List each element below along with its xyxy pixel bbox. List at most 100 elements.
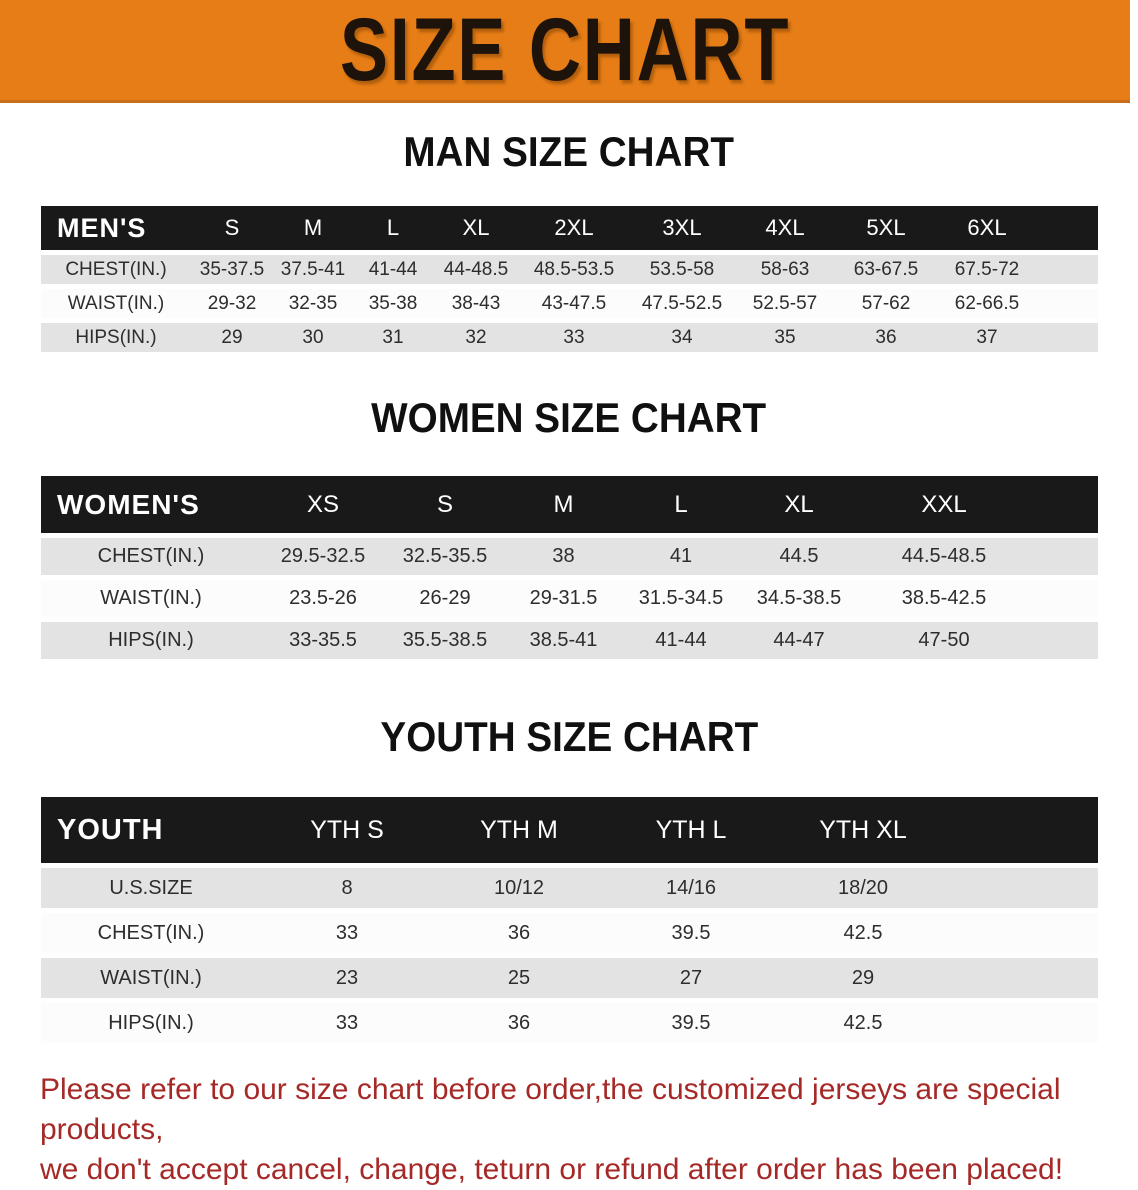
spacer-cell xyxy=(949,797,1098,863)
disclaimer-line-2: we don't accept cancel, change, teturn o… xyxy=(40,1153,1064,1186)
womens-size-table: WOMEN'S XS S M L XL XXL CHEST(IN.) 29.5-32.5 32.5… xyxy=(41,471,1098,664)
table-header-row: WOMEN'S XS S M L XL XXL xyxy=(41,476,1098,533)
table-cell: 41-44 xyxy=(622,622,740,659)
table-cell: 33-35.5 xyxy=(261,622,385,659)
table-title: MEN'S xyxy=(41,206,191,250)
spacer-cell xyxy=(949,868,1098,908)
row-label: CHEST(IN.) xyxy=(41,538,261,575)
table-cell: 36 xyxy=(835,323,937,352)
row-label: WAIST(IN.) xyxy=(41,289,191,318)
mens-size-table: MEN'S S M L XL 2XL 3XL 4XL 5XL 6XL CHEST(IN.) 35-37… xyxy=(41,201,1098,357)
table-row: WAIST(IN.) 23.5-26 26-29 29-31.5 31.5-34.5 34… xyxy=(41,580,1098,617)
man-section-heading: MAN SIZE CHART xyxy=(0,129,1138,185)
row-label: WAIST(IN.) xyxy=(41,580,261,617)
youth-section-heading: YOUTH SIZE CHART xyxy=(0,714,1138,770)
disclaimer-note: Please refer to our size chart before or… xyxy=(40,1070,1118,1190)
column-header: XL xyxy=(740,476,858,533)
table-cell: 36 xyxy=(433,1003,605,1043)
column-header: XS xyxy=(261,476,385,533)
column-header: M xyxy=(273,206,353,250)
table-cell: 44.5 xyxy=(740,538,858,575)
column-header: 3XL xyxy=(629,206,735,250)
table-cell: 53.5-58 xyxy=(629,255,735,284)
table-cell: 39.5 xyxy=(605,913,777,953)
spacer-cell xyxy=(949,958,1098,998)
table-cell: 29-31.5 xyxy=(505,580,622,617)
table-cell: 38-43 xyxy=(433,289,519,318)
table-cell: 39.5 xyxy=(605,1003,777,1043)
spacer-cell xyxy=(1030,476,1098,533)
table-header-row: YOUTH YTH S YTH M YTH L YTH XL xyxy=(41,797,1098,863)
table-cell: 36 xyxy=(433,913,605,953)
table-cell: 33 xyxy=(261,1003,433,1043)
man-section-heading-text: MAN SIZE CHART xyxy=(403,128,735,175)
table-cell: 67.5-72 xyxy=(937,255,1037,284)
column-header: S xyxy=(191,206,273,250)
table-cell: 35-38 xyxy=(353,289,433,318)
table-cell: 48.5-53.5 xyxy=(519,255,629,284)
column-header: L xyxy=(622,476,740,533)
column-header: YTH M xyxy=(433,797,605,863)
table-header-row: MEN'S S M L XL 2XL 3XL 4XL 5XL 6XL xyxy=(41,206,1098,250)
spacer-cell xyxy=(1030,580,1098,617)
table-row: CHEST(IN.) 29.5-32.5 32.5-35.5 38 41 44.5 44.5… xyxy=(41,538,1098,575)
table-row: CHEST(IN.) 35-37.5 37.5-41 41-44 44-48.5 48.5… xyxy=(41,255,1098,284)
spacer-cell xyxy=(1037,206,1098,250)
table-cell: 37.5-41 xyxy=(273,255,353,284)
table-cell: 27 xyxy=(605,958,777,998)
table-cell: 47.5-52.5 xyxy=(629,289,735,318)
youth-section-heading-text: YOUTH SIZE CHART xyxy=(380,713,758,760)
row-label: HIPS(IN.) xyxy=(41,1003,261,1043)
table-cell: 32 xyxy=(433,323,519,352)
table-cell: 32-35 xyxy=(273,289,353,318)
table-cell: 34 xyxy=(629,323,735,352)
table-cell: 14/16 xyxy=(605,868,777,908)
spacer-cell xyxy=(1030,622,1098,659)
table-cell: 33 xyxy=(519,323,629,352)
table-cell: 29.5-32.5 xyxy=(261,538,385,575)
women-section-heading-text: WOMEN SIZE CHART xyxy=(371,394,767,441)
banner-title: SIZE CHART xyxy=(339,0,791,100)
table-cell: 44.5-48.5 xyxy=(858,538,1030,575)
table-cell: 10/12 xyxy=(433,868,605,908)
table-cell: 34.5-38.5 xyxy=(740,580,858,617)
spacer-cell xyxy=(1030,538,1098,575)
table-cell: 42.5 xyxy=(777,1003,949,1043)
table-cell: 8 xyxy=(261,868,433,908)
table-cell: 23 xyxy=(261,958,433,998)
table-row: WAIST(IN.) 29-32 32-35 35-38 38-43 43-47.5 47.… xyxy=(41,289,1098,318)
table-row: HIPS(IN.) 33 36 39.5 42.5 xyxy=(41,1003,1098,1043)
column-header: 4XL xyxy=(735,206,835,250)
row-label: WAIST(IN.) xyxy=(41,958,261,998)
table-row: HIPS(IN.) 33-35.5 35.5-38.5 38.5-41 41-44 44-… xyxy=(41,622,1098,659)
table-cell: 31 xyxy=(353,323,433,352)
table-cell: 43-47.5 xyxy=(519,289,629,318)
table-cell: 63-67.5 xyxy=(835,255,937,284)
table-cell: 38.5-41 xyxy=(505,622,622,659)
table-cell: 25 xyxy=(433,958,605,998)
table-cell: 35 xyxy=(735,323,835,352)
column-header: 2XL xyxy=(519,206,629,250)
disclaimer-line-1: Please refer to our size chart before or… xyxy=(40,1073,1061,1146)
table-cell: 44-47 xyxy=(740,622,858,659)
table-cell: 44-48.5 xyxy=(433,255,519,284)
table-cell: 41-44 xyxy=(353,255,433,284)
table-cell: 31.5-34.5 xyxy=(622,580,740,617)
row-label: U.S.SIZE xyxy=(41,868,261,908)
spacer-cell xyxy=(1037,323,1098,352)
column-header: 6XL xyxy=(937,206,1037,250)
table-cell: 37 xyxy=(937,323,1037,352)
table-cell: 29 xyxy=(777,958,949,998)
column-header: S xyxy=(385,476,505,533)
row-label: CHEST(IN.) xyxy=(41,255,191,284)
banner: SIZE CHART xyxy=(0,0,1130,103)
table-row: HIPS(IN.) 29 30 31 32 33 34 35 36 37 xyxy=(41,323,1098,352)
table-cell: 38 xyxy=(505,538,622,575)
table-cell: 57-62 xyxy=(835,289,937,318)
table-cell: 42.5 xyxy=(777,913,949,953)
column-header: YTH XL xyxy=(777,797,949,863)
table-cell: 58-63 xyxy=(735,255,835,284)
spacer-cell xyxy=(949,1003,1098,1043)
table-cell: 30 xyxy=(273,323,353,352)
table-cell: 52.5-57 xyxy=(735,289,835,318)
